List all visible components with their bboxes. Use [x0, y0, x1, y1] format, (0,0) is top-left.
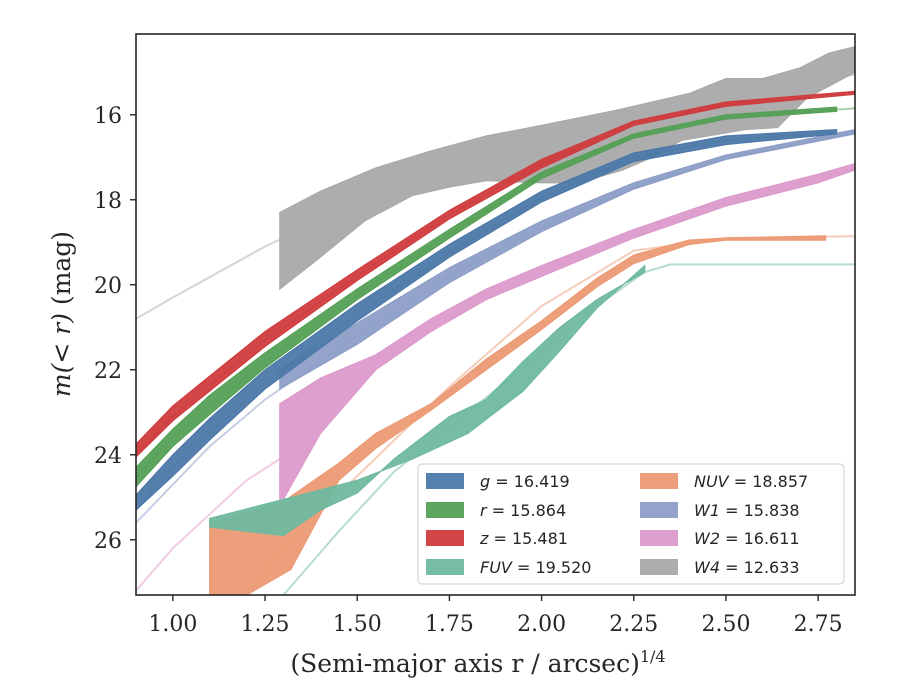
- legend-label-w2: W2 = 16.611: [694, 529, 800, 548]
- y-tick-label: 18: [94, 189, 122, 214]
- legend-label-z: z = 15.481: [479, 529, 568, 548]
- uncertainty-band-w4: [279, 46, 855, 291]
- legend-swatch-w4: [640, 559, 678, 575]
- legend-label-fuv: FUV = 19.520: [480, 558, 591, 577]
- axis-ticks: 1.00 1.25 1.50 1.75 2.00 2.25 2.50 2.75 16 18 20 22…: [94, 104, 843, 637]
- uncertainty-band-g: [136, 128, 838, 511]
- legend-swatch-w2: [640, 530, 678, 546]
- legend-swatch-w1: [640, 502, 678, 518]
- series-fuv: [209, 263, 855, 595]
- y-tick-label: 26: [94, 529, 122, 554]
- model-curve-w2: [136, 458, 281, 592]
- x-tick-label: 2.00: [517, 612, 566, 637]
- series-z: [136, 90, 855, 458]
- x-tick-label: 1.00: [148, 612, 197, 637]
- x-tick-label: 1.25: [241, 612, 290, 637]
- y-axis-title: m(< r) (mag): [47, 231, 76, 397]
- series-w2: [136, 162, 855, 592]
- x-tick-label: 2.75: [794, 612, 843, 637]
- y-tick-label: 16: [94, 104, 122, 129]
- series-g: [136, 128, 838, 511]
- uncertainty-band-z: [136, 90, 855, 458]
- uncertainty-band-w1: [279, 128, 855, 390]
- legend-label-nuv: NUV = 18.857: [694, 472, 808, 491]
- legend-label-r: r = 15.864: [480, 501, 566, 520]
- legend-label-w4: W4 = 12.633: [694, 558, 800, 577]
- y-tick-label: 24: [94, 444, 122, 469]
- legend-swatch-r: [426, 502, 464, 518]
- series-w4: [136, 46, 855, 320]
- plot-frame: [135, 33, 856, 596]
- x-tick-label: 1.50: [333, 612, 382, 637]
- legend: g = 16.419 r = 15.864 z = 15.481 FUV = 19.5…: [417, 463, 845, 585]
- legend-label-w1: W1 = 15.838: [694, 501, 800, 520]
- legend-swatch-nuv: [640, 473, 678, 489]
- series-w1: [136, 128, 855, 524]
- uncertainty-band-r: [136, 106, 838, 488]
- x-tick-label: 2.25: [609, 612, 658, 637]
- x-tick-label: 2.50: [701, 612, 750, 637]
- y-tick-label: 20: [94, 274, 122, 299]
- plot-area: [136, 46, 855, 595]
- series-nuv: [209, 235, 855, 595]
- uncertainty-band-w2: [279, 162, 855, 508]
- uncertainty-band-nuv: [209, 235, 827, 595]
- legend-label-g: g = 16.419: [480, 472, 570, 491]
- legend-swatch-z: [426, 530, 464, 546]
- x-tick-label: 1.75: [425, 612, 474, 637]
- y-tick-label: 22: [94, 359, 122, 384]
- uncertainty-band-fuv: [209, 264, 646, 537]
- series-r: [136, 106, 855, 488]
- legend-swatch-g: [426, 473, 464, 489]
- model-curve-g: [136, 130, 837, 511]
- x-axis-title: (Semi-major axis r / arcsec)1/4: [290, 647, 665, 678]
- legend-swatch-fuv: [426, 559, 464, 575]
- legend-box: [417, 463, 845, 585]
